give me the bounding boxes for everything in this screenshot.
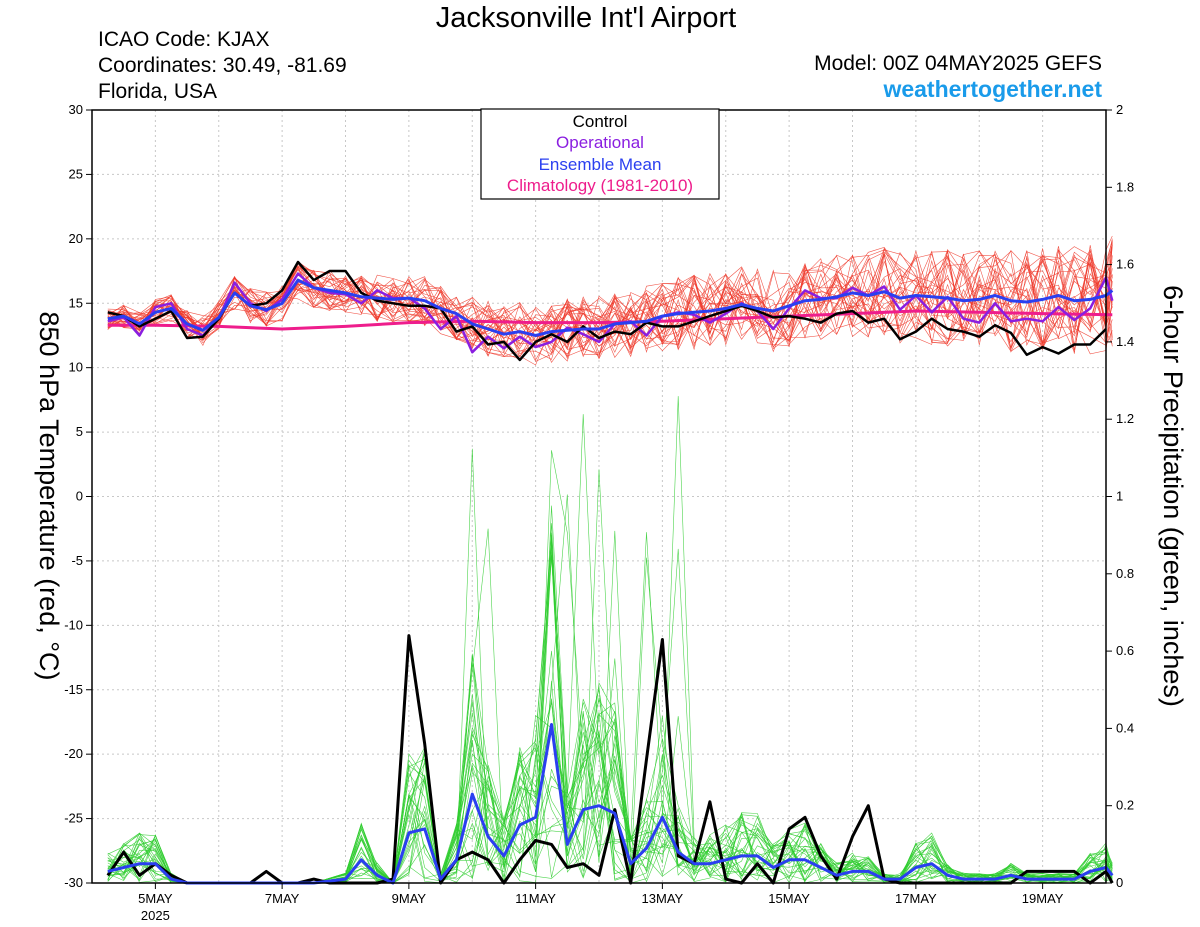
icao-code: ICAO Code: KJAX xyxy=(98,28,270,51)
legend-box xyxy=(480,108,720,200)
y2-axis-label: 6-hour Precipitation (green, inches) xyxy=(1158,285,1188,707)
site-name[interactable]: weathertogether.net xyxy=(883,76,1102,102)
legend: Control Operational Ensemble Mean Climat… xyxy=(480,108,720,200)
main-series xyxy=(106,260,1114,885)
precip-member-line xyxy=(107,722,1113,884)
y-tick-label: 25 xyxy=(69,166,83,181)
y-tick-label: 20 xyxy=(69,231,83,246)
y2-tick-label: 0.8 xyxy=(1116,566,1134,581)
precip-member-line xyxy=(107,698,1113,884)
x-tick-label: 7MAY xyxy=(265,891,300,906)
y2-tick-label: 1.8 xyxy=(1116,179,1134,194)
temp-member-line xyxy=(107,246,1113,358)
x-tick-label: 17MAY xyxy=(895,891,937,906)
y-tick-label: -20 xyxy=(64,746,83,761)
climatology-line xyxy=(107,309,1113,331)
y-axis-label: 850 hPa Temperature (red, °C) xyxy=(34,312,64,681)
y-tick-label: -30 xyxy=(64,875,83,890)
y-tick-label: -25 xyxy=(64,811,83,826)
precip-member-line xyxy=(107,723,1113,884)
y-tick-label: -15 xyxy=(64,682,83,697)
y2-tick-label: 0 xyxy=(1116,875,1123,890)
x-tick-label: 15MAY xyxy=(768,891,810,906)
y2-tick-label: 0.4 xyxy=(1116,720,1134,735)
ensemble-mean-precip-line xyxy=(107,723,1114,885)
y-tick-label: -10 xyxy=(64,617,83,632)
x-tick-label: 11MAY xyxy=(515,891,556,906)
precip-member-line xyxy=(107,689,1113,884)
y2-tick-label: 1 xyxy=(1116,489,1123,504)
y-tick-label: 10 xyxy=(69,360,83,375)
legend-ensemble-mean: Ensemble Mean xyxy=(539,155,662,174)
control-temp-line xyxy=(107,260,1107,362)
grid xyxy=(91,110,1107,883)
y-tick-label: 5 xyxy=(76,424,83,439)
y2-tick-label: 2 xyxy=(1116,102,1123,117)
temp-member-line xyxy=(107,250,1113,360)
precip-member-line xyxy=(107,701,1113,884)
chart-title: Jacksonville Int'l Airport xyxy=(435,2,737,34)
y2-tick-label: 1.4 xyxy=(1116,334,1134,349)
axis-ticks: 302520151050-5-10-15-20-25-3021.81.61.41… xyxy=(64,102,1134,923)
y-tick-label: 30 xyxy=(69,102,83,117)
legend-operational: Operational xyxy=(556,133,644,152)
temp-member-line xyxy=(107,240,1113,351)
precip-member-line xyxy=(107,713,1113,884)
precip-member-line xyxy=(107,699,1113,884)
y2-tick-label: 0.6 xyxy=(1116,643,1134,658)
temp-member-line xyxy=(107,243,1113,353)
x-tick-label: 5MAY xyxy=(138,891,173,906)
legend-control: Control xyxy=(573,112,628,131)
x-tick-label: 19MAY xyxy=(1022,891,1064,906)
y-tick-label: -5 xyxy=(71,553,83,568)
temp-member-line xyxy=(107,248,1113,361)
y2-tick-label: 1.6 xyxy=(1116,257,1134,272)
coordinates: Coordinates: 30.49, -81.69 xyxy=(98,54,347,77)
x-tick-year: 2025 xyxy=(141,908,170,923)
y-tick-label: 0 xyxy=(76,489,83,504)
region: Florida, USA xyxy=(98,80,218,103)
x-tick-label: 13MAY xyxy=(642,891,684,906)
y-tick-label: 15 xyxy=(69,295,83,310)
ensemble-mean-temp-line xyxy=(107,278,1114,337)
x-tick-label: 9MAY xyxy=(392,891,427,906)
model-run: Model: 00Z 04MAY2025 GEFS xyxy=(814,52,1102,75)
y2-tick-label: 1.2 xyxy=(1116,411,1134,426)
y2-tick-label: 0.2 xyxy=(1116,798,1134,813)
legend-climatology: Climatology (1981-2010) xyxy=(507,176,693,195)
precip-member-line xyxy=(107,718,1113,884)
